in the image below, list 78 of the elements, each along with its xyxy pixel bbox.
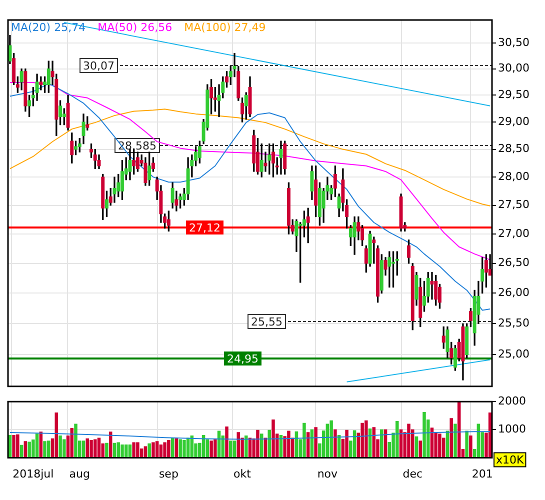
y-tick-label: 29,50 [498, 88, 530, 102]
bar [360, 422, 364, 458]
bar [152, 442, 155, 458]
text: x10K [496, 454, 525, 467]
bar [450, 418, 453, 458]
y-tick-label: 26,50 [498, 256, 530, 270]
bar [314, 427, 318, 458]
bar [268, 430, 271, 458]
x-tick-label: aug [69, 467, 90, 480]
bar [465, 430, 468, 458]
text: MA(20) 25,74 [11, 20, 86, 34]
y-tick-label: 25,50 [498, 316, 530, 330]
bar [90, 440, 93, 458]
bar [422, 412, 426, 458]
bar [302, 422, 306, 458]
x-tick-label: dec [402, 467, 423, 480]
bar [256, 430, 260, 458]
bar [287, 430, 290, 458]
bar [210, 440, 213, 458]
bar [396, 420, 399, 458]
y-tick-label: 30,00 [498, 62, 530, 75]
bar [163, 442, 166, 458]
y-tick-label: 25,00 [498, 348, 530, 361]
bar [62, 439, 66, 458]
y-tick-label: 29,00 [498, 114, 530, 128]
bar [105, 442, 108, 458]
bar [438, 434, 442, 458]
ref-line-label: 24,95 [227, 352, 258, 366]
y-tick-label: 27,50 [498, 198, 530, 212]
bar [272, 420, 275, 458]
x-tick-label: nov [317, 467, 338, 480]
y-tick-label: 28,50 [498, 142, 530, 156]
x-tick-label: okt [234, 467, 252, 480]
bar [58, 436, 62, 458]
bar [345, 430, 348, 458]
bar [244, 436, 248, 458]
x-tick-label: 201 [472, 467, 493, 480]
bar [86, 438, 90, 458]
bar [214, 439, 217, 458]
bar [120, 444, 124, 458]
ref-line-label: 30,07 [83, 59, 114, 72]
bar [229, 440, 232, 458]
bar [167, 440, 170, 458]
y-tick-label: 1000 [498, 422, 526, 436]
bar [380, 429, 384, 458]
candlestick [112, 176, 116, 203]
x-tick-label: 2018jul [12, 467, 54, 480]
bar [454, 424, 457, 458]
bar [225, 426, 228, 458]
x-tick-label: sep [158, 467, 178, 480]
y-tick-label: 2000 [498, 394, 526, 408]
bar [148, 443, 151, 458]
bar [178, 439, 182, 458]
bar [16, 434, 20, 458]
bar [334, 429, 337, 458]
bar [93, 439, 97, 458]
y-tick-label: 27,00 [498, 226, 530, 240]
ref-line-label: 25,55 [251, 315, 282, 328]
text: MA(100) 27,49 [184, 20, 266, 34]
bar [74, 424, 78, 458]
ref-line-label: 27,12 [189, 221, 220, 234]
bar [469, 436, 472, 458]
y-tick-label: 30,50 [498, 36, 530, 49]
bar [28, 442, 31, 458]
bar [330, 420, 333, 458]
bar [132, 442, 136, 458]
bar [43, 441, 46, 458]
bar [12, 434, 16, 458]
bar [407, 424, 410, 458]
y-tick-label: 26,00 [498, 286, 530, 300]
bar [182, 440, 186, 458]
bar [116, 442, 120, 458]
bar [364, 420, 368, 458]
bar [136, 442, 140, 458]
text: MA(50) 26,56 [98, 20, 172, 34]
bar [47, 440, 50, 458]
y-tick-label: 28,00 [498, 170, 530, 183]
bar [418, 440, 422, 458]
